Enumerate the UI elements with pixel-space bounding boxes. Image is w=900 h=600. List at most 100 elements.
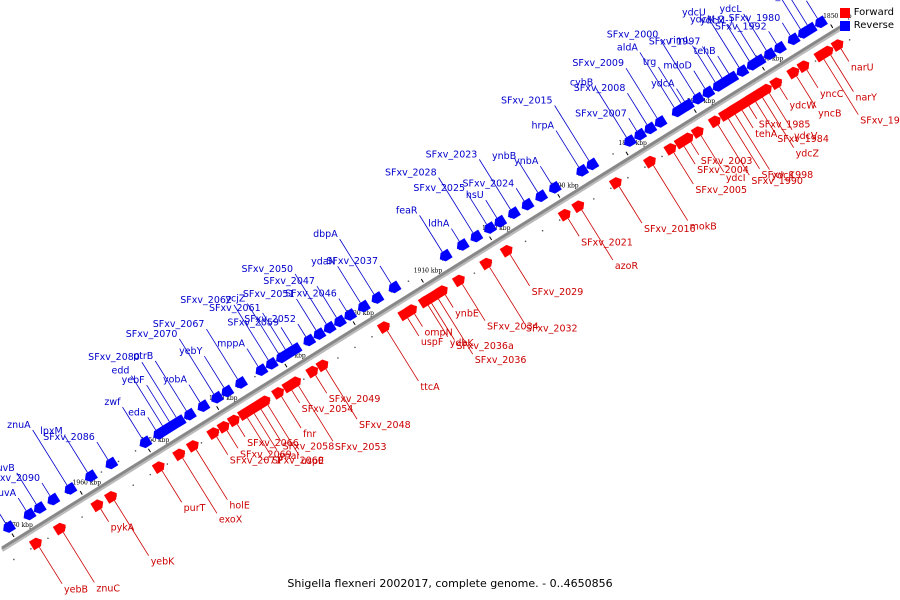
gene-label: feaR (396, 205, 418, 216)
gene-arrow (265, 356, 279, 370)
gene-label: SFxv_2023 (426, 149, 478, 160)
gene-label: ruvA (0, 488, 17, 499)
tick-mark (693, 109, 697, 114)
gene-leader (660, 39, 696, 96)
gene-leader (478, 159, 511, 210)
gene-leader (768, 93, 793, 131)
gene-leader (38, 546, 63, 584)
gene-arrow (820, 45, 834, 59)
tick-label: 1960 kbp (73, 480, 102, 487)
gene-leader (247, 417, 271, 455)
gene-arrow (357, 299, 371, 313)
figure-caption: Shigella flexneri 2002017, complete geno… (287, 577, 613, 590)
gene-label: SFxv_1984 (777, 134, 829, 145)
gene-arrow (494, 214, 508, 228)
gene-leader (131, 375, 163, 427)
gene-label: SFxv_2008 (574, 83, 626, 94)
gene-label: ptrB (133, 351, 153, 362)
gene-leader (627, 93, 648, 125)
gene-arrow (456, 238, 470, 251)
gene-leader (16, 472, 37, 505)
gene-label: SFxv_2024 (463, 178, 515, 189)
gene-leader (461, 283, 486, 321)
tick-label: 1890 kbp (550, 183, 579, 190)
gene-leader (743, 13, 767, 51)
gene-label: SFxv_2052 (244, 314, 296, 325)
gene-leader (451, 228, 460, 242)
gene-label: uspF (421, 337, 443, 348)
gene-arrow (451, 274, 465, 288)
gene-arrow (796, 60, 810, 74)
minor-dot (117, 460, 120, 463)
minor-dot (834, 15, 836, 17)
gene-label: ynbE (455, 309, 479, 320)
gene-arrow (608, 177, 622, 190)
gene-leader (581, 209, 614, 261)
gene-leader (438, 177, 474, 234)
gene-leader (781, 22, 791, 36)
gene-arrow (508, 206, 521, 219)
gene-arrow (288, 376, 301, 390)
gene-label: rimL (669, 36, 691, 47)
gene-leader (281, 396, 302, 429)
axis-line (1, 20, 849, 550)
gene-leader (315, 375, 328, 394)
gene-leader (206, 328, 238, 380)
gene-label: znuC (96, 583, 120, 594)
gene-leader (539, 165, 552, 185)
gene-leader (146, 384, 170, 422)
gene-arrow (105, 456, 119, 470)
gene-label: mdoD (663, 61, 691, 72)
gene-label: SFxv_2028 (385, 168, 437, 179)
gene-leader (339, 238, 375, 295)
gene-arrow (151, 461, 165, 474)
gene-label: SFxv_2009 (572, 58, 624, 69)
gene-arrow (3, 520, 17, 533)
gene-leader (625, 67, 658, 119)
gene-label: mokB (690, 222, 717, 233)
minor-dot (644, 166, 646, 168)
gene-leader (179, 338, 215, 395)
minor-dot (151, 439, 154, 442)
gene-label: ruvB (0, 463, 15, 474)
gene-leader (692, 45, 716, 83)
gene-label: edd (111, 366, 129, 377)
gene-arrow (216, 421, 230, 434)
gene-label: narU (851, 62, 874, 73)
gene-leader (414, 313, 423, 327)
gene-leader (755, 101, 776, 134)
gene-arrow (160, 422, 173, 436)
gene-leader (386, 330, 419, 382)
gene-arrow (712, 79, 726, 92)
gene-arrow (470, 229, 484, 243)
gene-arrow (376, 321, 390, 334)
gene-arrow (654, 115, 668, 128)
legend-reverse-label: Reverse (853, 20, 894, 31)
gene-leader (673, 152, 694, 185)
gene-arrow (104, 491, 117, 504)
minor-dot (558, 219, 561, 221)
minor-dot (592, 198, 595, 200)
gene-arrow (786, 66, 800, 80)
gene-label: aldA (617, 42, 638, 53)
gene-leader (267, 404, 300, 456)
tick-mark (762, 66, 765, 71)
gene-leader (337, 266, 361, 304)
gene-leader (683, 146, 696, 165)
gene-arrow (226, 414, 240, 428)
gene-label: ydcZ (796, 149, 820, 160)
gene-arrow (499, 244, 513, 258)
tick-label: 1910 kbp (414, 268, 443, 275)
gene-arrow (250, 399, 264, 413)
gene-arrow (745, 92, 759, 105)
gene-leader (594, 87, 627, 138)
gene-leader (628, 118, 638, 132)
gene-leader (122, 406, 143, 439)
gene-arrow (173, 414, 187, 427)
gene-arrow (255, 363, 269, 376)
gene-leader (147, 417, 157, 431)
gene-label: uspE (301, 456, 324, 467)
gene-arrow (197, 399, 211, 412)
gene-label: SFxv_2037 (326, 256, 378, 267)
